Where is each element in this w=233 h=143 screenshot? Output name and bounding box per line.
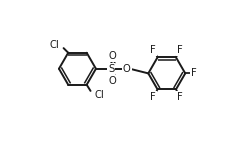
Text: F: F — [177, 45, 183, 55]
Text: F: F — [151, 45, 156, 55]
Text: Cl: Cl — [94, 90, 104, 100]
Text: O: O — [109, 76, 117, 86]
Text: O: O — [123, 64, 131, 74]
Text: F: F — [177, 92, 183, 102]
Text: F: F — [151, 92, 156, 102]
Text: F: F — [191, 68, 197, 78]
Text: S: S — [108, 64, 114, 74]
Text: O: O — [109, 51, 117, 61]
Text: Cl: Cl — [50, 40, 60, 50]
